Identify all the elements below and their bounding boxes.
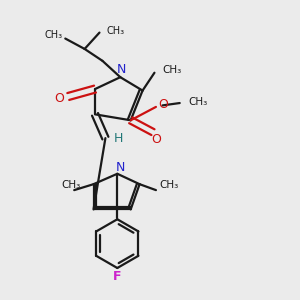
Text: N: N (116, 161, 126, 174)
Text: H: H (114, 132, 124, 145)
Text: CH₃: CH₃ (188, 97, 207, 107)
Text: O: O (151, 133, 161, 146)
Text: CH₃: CH₃ (107, 26, 125, 36)
Text: O: O (158, 98, 168, 111)
Text: CH₃: CH₃ (162, 65, 181, 75)
Text: N: N (116, 63, 126, 76)
Text: CH₃: CH₃ (159, 180, 178, 190)
Text: O: O (54, 92, 64, 105)
Text: CH₃: CH₃ (44, 30, 62, 40)
Text: CH₃: CH₃ (61, 180, 80, 190)
Text: F: F (113, 270, 122, 283)
